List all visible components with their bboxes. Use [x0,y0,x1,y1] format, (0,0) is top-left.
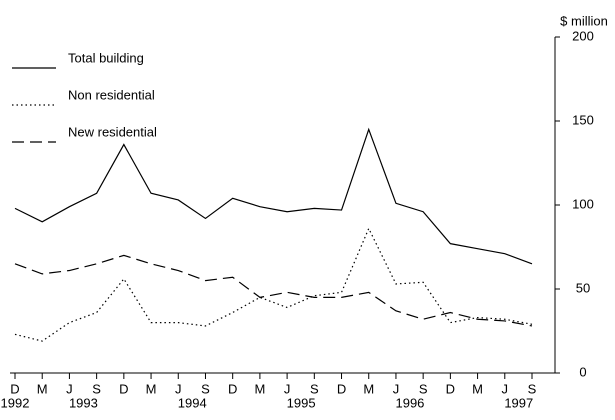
y-tick-label: 100 [572,196,594,211]
x-tick-label: J [502,381,509,396]
series-line [14,127,533,265]
legend-label: New residential [68,124,157,139]
x-year-label: 1996 [395,395,424,410]
x-year-label: 1997 [504,395,533,410]
x-tick-label: J [393,381,400,396]
x-tick-label: J [66,381,73,396]
x-tick-label: S [310,381,319,396]
x-tick-label: M [146,381,157,396]
x-tick-label: S [92,381,101,396]
x-tick-label: D [119,381,128,396]
series-line [14,254,533,327]
x-tick-label: D [337,381,346,396]
y-tick-label: 50 [576,280,590,295]
y-tick-label: 150 [572,112,594,127]
x-tick-label: S [528,381,537,396]
x-tick-label: S [201,381,210,396]
x-year-label: 1992 [1,395,30,410]
x-tick-label: J [284,381,291,396]
x-year-label: 1993 [69,395,98,410]
legend-label: Total building [68,50,144,65]
x-tick-label: D [10,381,19,396]
x-tick-label: M [363,381,374,396]
x-tick-label: D [228,381,237,396]
x-tick-label: M [254,381,265,396]
y-tick-label: 0 [579,364,586,379]
x-tick-label: M [37,381,48,396]
x-year-label: 1995 [287,395,316,410]
legend-label: Non residential [68,87,155,102]
x-tick-label: D [446,381,455,396]
y-axis-label: $ million [560,13,608,28]
y-tick-label: 200 [572,28,594,43]
series-line [14,227,533,342]
x-year-label: 1994 [178,395,207,410]
x-tick-label: M [472,381,483,396]
x-tick-label: S [419,381,428,396]
x-tick-label: J [175,381,182,396]
